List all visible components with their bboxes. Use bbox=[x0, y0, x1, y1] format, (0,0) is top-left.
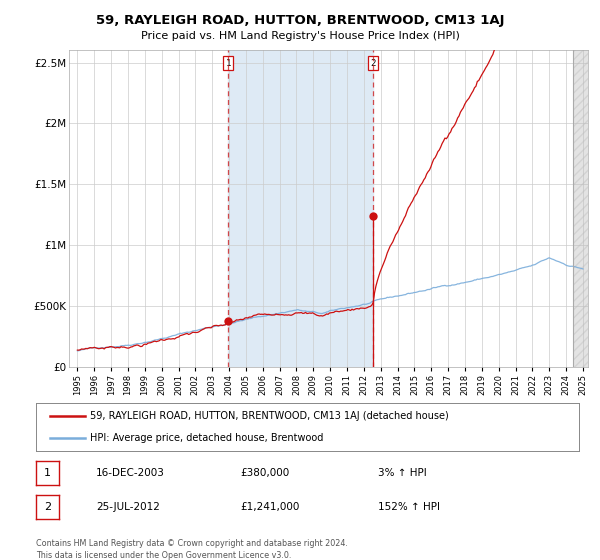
Text: £1,241,000: £1,241,000 bbox=[240, 502, 299, 512]
Text: HPI: Average price, detached house, Brentwood: HPI: Average price, detached house, Bren… bbox=[90, 433, 323, 443]
Text: 16-DEC-2003: 16-DEC-2003 bbox=[96, 468, 165, 478]
Text: 59, RAYLEIGH ROAD, HUTTON, BRENTWOOD, CM13 1AJ: 59, RAYLEIGH ROAD, HUTTON, BRENTWOOD, CM… bbox=[96, 14, 504, 27]
Text: Price paid vs. HM Land Registry's House Price Index (HPI): Price paid vs. HM Land Registry's House … bbox=[140, 31, 460, 41]
Text: 2: 2 bbox=[44, 502, 51, 512]
Text: 152% ↑ HPI: 152% ↑ HPI bbox=[378, 502, 440, 512]
Text: 2: 2 bbox=[370, 59, 376, 68]
Bar bbox=[573, 50, 588, 367]
Text: 59, RAYLEIGH ROAD, HUTTON, BRENTWOOD, CM13 1AJ (detached house): 59, RAYLEIGH ROAD, HUTTON, BRENTWOOD, CM… bbox=[90, 411, 449, 421]
Bar bbox=[573, 50, 588, 367]
Text: 1: 1 bbox=[226, 59, 231, 68]
Bar bbox=[229, 50, 373, 367]
Text: £380,000: £380,000 bbox=[240, 468, 289, 478]
Text: 25-JUL-2012: 25-JUL-2012 bbox=[96, 502, 160, 512]
Text: 1: 1 bbox=[44, 468, 51, 478]
Text: Contains HM Land Registry data © Crown copyright and database right 2024.
This d: Contains HM Land Registry data © Crown c… bbox=[36, 539, 348, 559]
Text: 3% ↑ HPI: 3% ↑ HPI bbox=[378, 468, 427, 478]
